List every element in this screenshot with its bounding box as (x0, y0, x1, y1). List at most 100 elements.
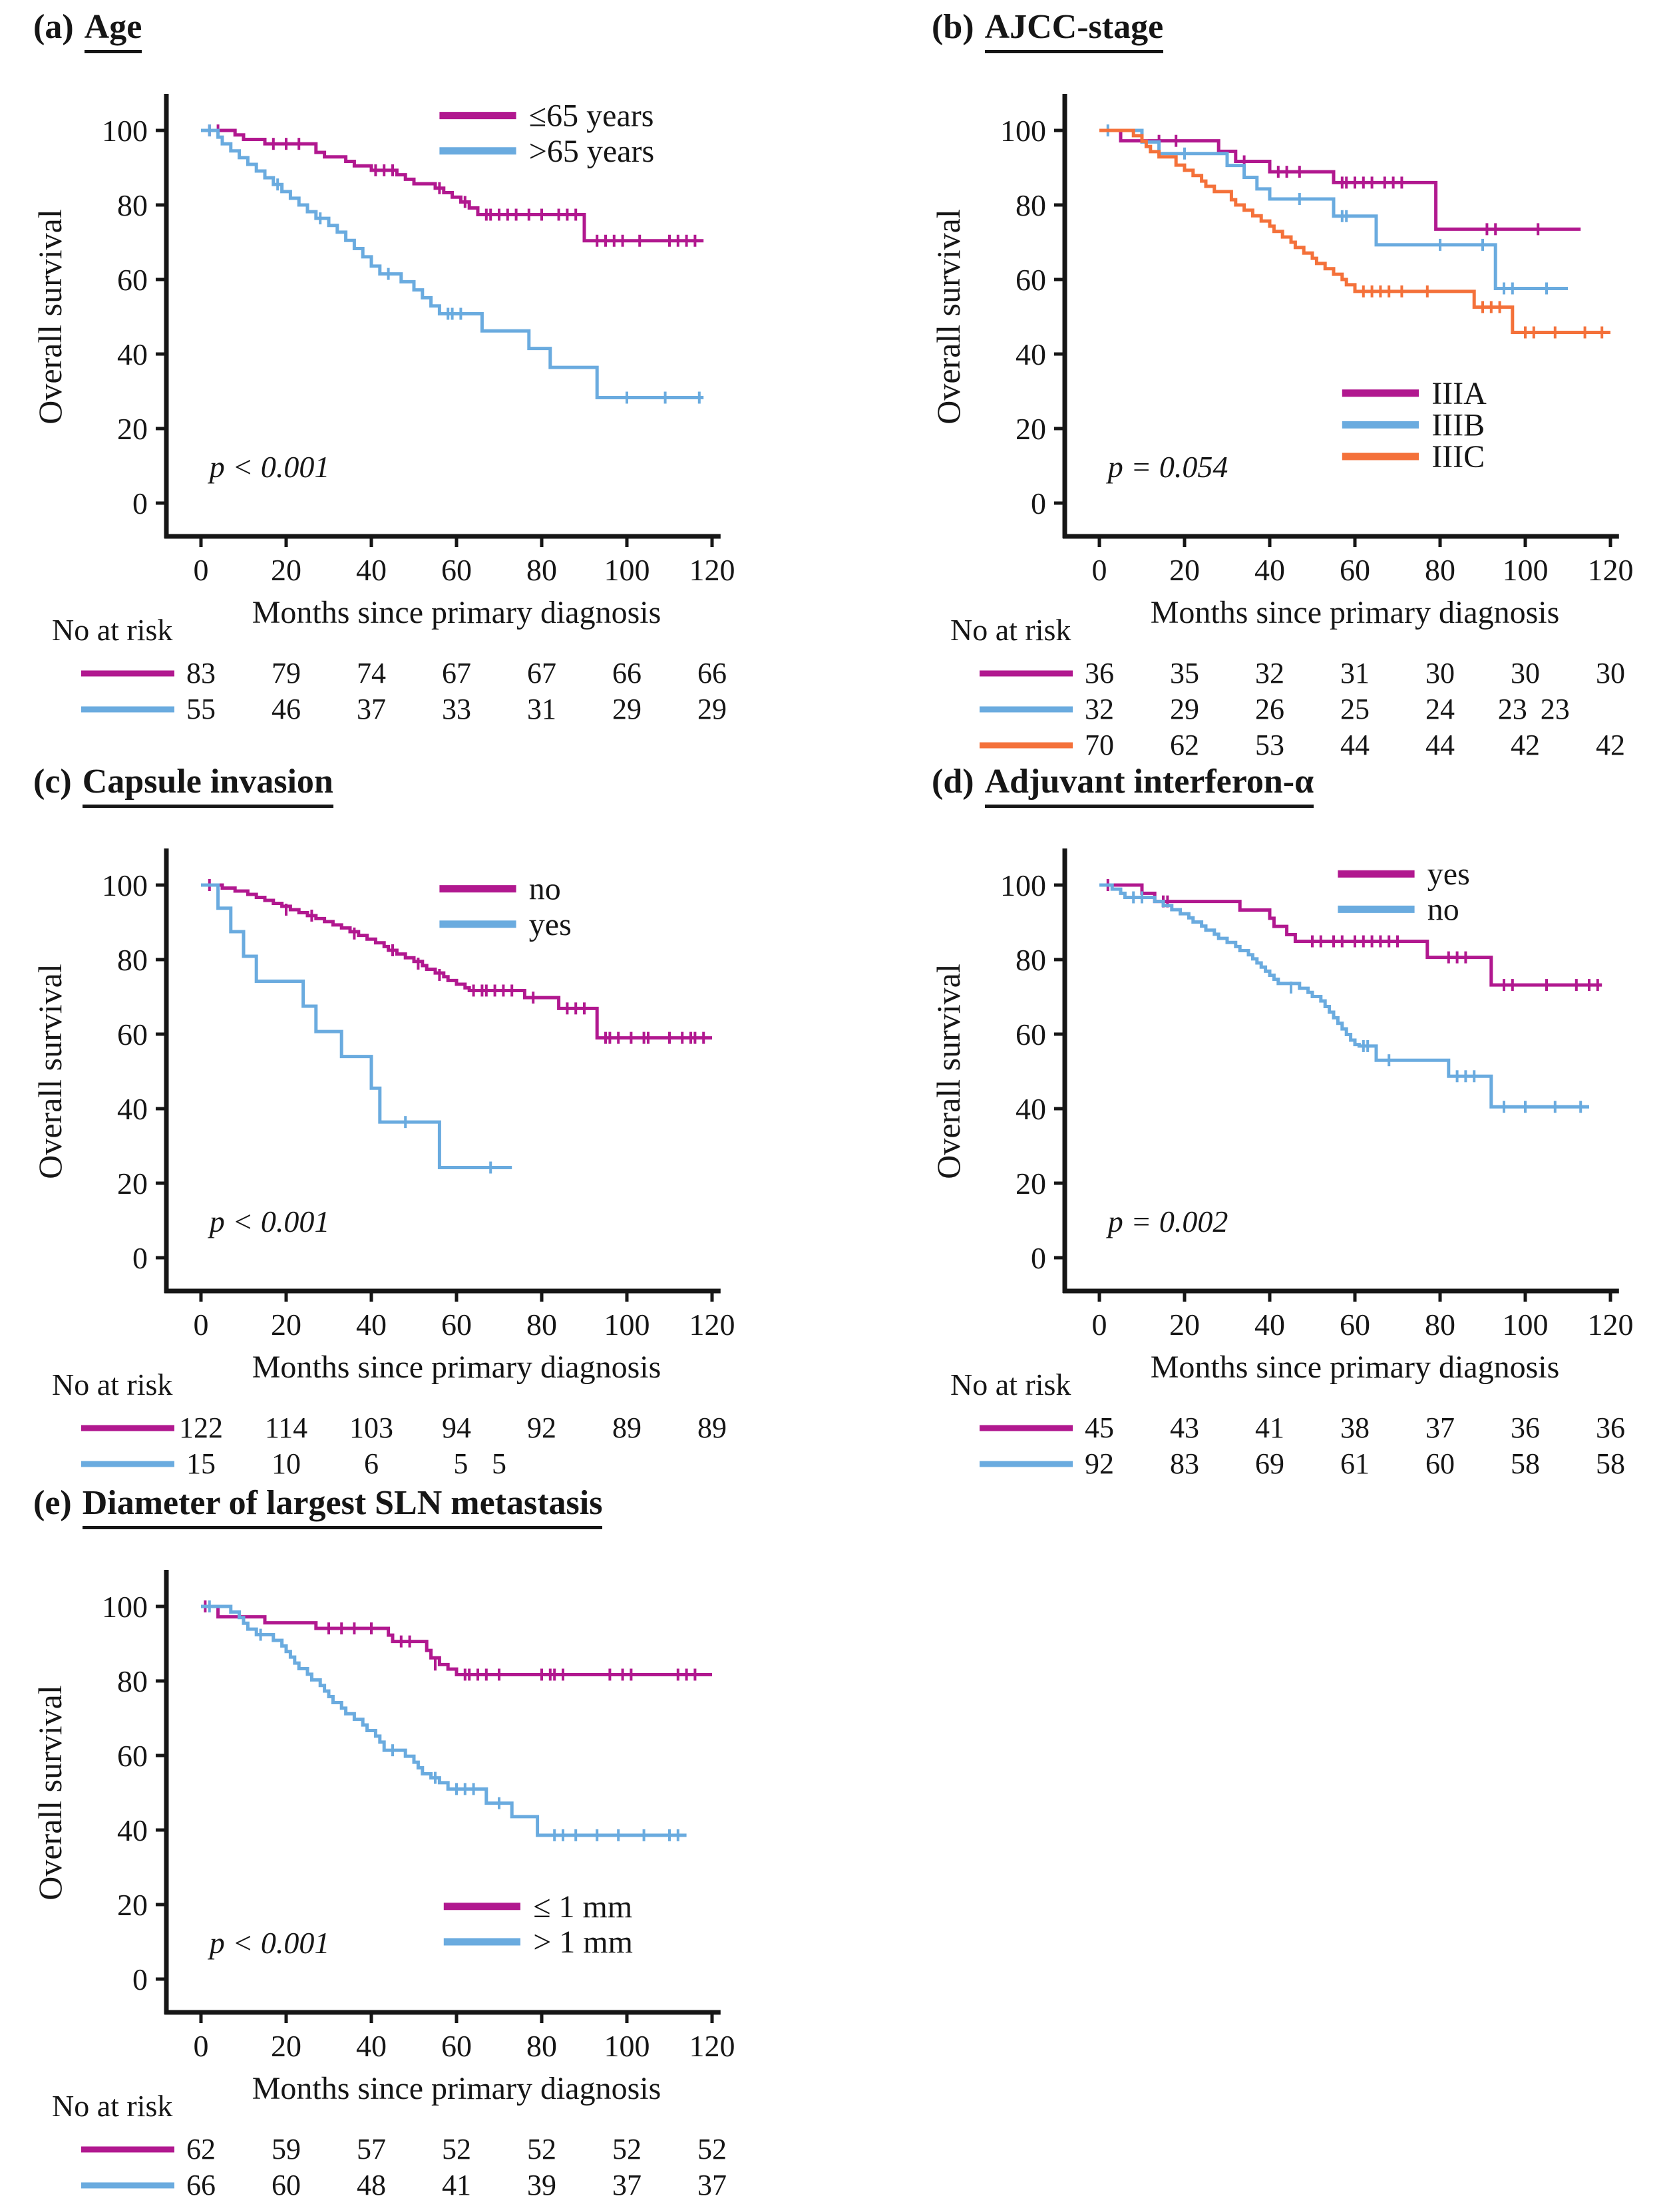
x-tick-label: 20 (1169, 553, 1200, 587)
risk-value: 6 (364, 1447, 379, 1480)
risk-value: 122 (179, 1411, 223, 1444)
km-curve (201, 883, 712, 1040)
x-tick-label: 80 (526, 553, 557, 587)
y-tick-label: 40 (1016, 337, 1046, 371)
y-tick-label: 80 (1016, 188, 1046, 222)
risk-value: 36 (1596, 1411, 1625, 1444)
risk-value: 15 (186, 1447, 216, 1480)
x-tick-label: 60 (441, 2029, 472, 2063)
y-tick-label: 20 (1016, 1167, 1046, 1200)
y-tick-label: 60 (117, 263, 148, 297)
x-tick-label: 0 (194, 2029, 209, 2063)
risk-table-header: No at risk (52, 2089, 172, 2123)
risk-value: 39 (527, 2169, 556, 2201)
risk-value: 37 (357, 693, 386, 725)
risk-value: 35 (1170, 657, 1199, 689)
legend-label: > 1 mm (533, 1925, 633, 1960)
y-tick-label: 100 (102, 114, 148, 148)
risk-value: 41 (1255, 1411, 1284, 1444)
risk-value: 60 (272, 2169, 301, 2201)
risk-value: 62 (1170, 729, 1199, 761)
p-value-label: p < 0.001 (208, 450, 330, 484)
risk-value: 83 (1170, 1447, 1199, 1480)
legend-label: IIIC (1431, 439, 1485, 474)
y-tick-label: 0 (132, 1962, 148, 1996)
km-plot-capsule-invasion: 0 20 40 60 80 100 0 20 40 60 80 100 120 Months since … (31, 848, 735, 1480)
panel-ajcc-stage: (b) AJCC-stage 0 20 40 60 80 100 0 20 40 60 80 100 1… (925, 8, 1677, 772)
legend-label: yes (1427, 856, 1470, 892)
risk-value: 10 (272, 1447, 301, 1480)
km-plot-sln-metastasis-diameter: 0 20 40 60 80 100 0 20 40 60 80 100 120 Months since … (31, 1570, 735, 2201)
x-axis-title: Months since primary diagnosis (252, 1350, 661, 1385)
x-tick-label: 0 (194, 553, 209, 587)
risk-value: 52 (527, 2133, 556, 2165)
risk-value: 67 (527, 657, 556, 689)
risk-value: 89 (612, 1411, 642, 1444)
panel-title: (a) Age (27, 8, 759, 64)
risk-value: 92 (1085, 1447, 1114, 1480)
x-tick-label: 120 (689, 553, 735, 587)
risk-value: 61 (1340, 1447, 1370, 1480)
x-tick-label: 100 (604, 1308, 650, 1342)
y-tick-label: 0 (132, 486, 148, 520)
y-tick-label: 100 (1000, 114, 1046, 148)
x-tick-label: 60 (1340, 1308, 1370, 1342)
y-tick-label: 80 (117, 943, 148, 977)
x-tick-label: 100 (1503, 1308, 1549, 1342)
y-tick-label: 0 (1031, 1241, 1046, 1275)
risk-value: 57 (357, 2133, 386, 2165)
y-tick-label: 20 (117, 1888, 148, 1922)
y-tick-label: 100 (1000, 868, 1046, 902)
panel-label: (c) (33, 763, 72, 801)
risk-value: 66 (612, 657, 642, 689)
risk-table-header: No at risk (950, 1368, 1071, 1401)
legend-label: IIIB (1431, 407, 1485, 443)
risk-value: 89 (697, 1411, 727, 1444)
risk-value: 66 (186, 2169, 216, 2201)
x-tick-label: 80 (1425, 553, 1455, 587)
risk-value: 103 (349, 1411, 393, 1444)
panel-age: (a) Age 0 20 40 60 80 100 0 20 40 60 80 100 120 Month… (27, 8, 759, 736)
y-axis-title: Overall survival (31, 209, 69, 425)
x-tick-label: 20 (271, 2029, 301, 2063)
risk-value: 37 (1425, 1411, 1455, 1444)
risk-value: 36 (1511, 1411, 1540, 1444)
legend-label: no (529, 872, 561, 907)
risk-value: 114 (265, 1411, 307, 1444)
x-tick-label: 0 (194, 1308, 209, 1342)
panel-title-text: Age (84, 8, 142, 54)
risk-value: 55 (186, 693, 216, 725)
x-tick-label: 40 (356, 1308, 387, 1342)
risk-value: 37 (612, 2169, 642, 2201)
risk-value: 29 (1170, 693, 1199, 725)
y-tick-label: 60 (1016, 263, 1046, 297)
x-tick-label: 100 (604, 553, 650, 587)
y-axis-title: Overall survival (31, 964, 69, 1179)
y-tick-label: 80 (1016, 943, 1046, 977)
x-tick-label: 40 (356, 2029, 387, 2063)
km-curve (201, 128, 704, 243)
km-curve (1099, 883, 1602, 987)
km-curve (1099, 128, 1568, 290)
risk-value: 37 (697, 2169, 727, 2201)
p-value-label: p = 0.002 (1106, 1204, 1228, 1238)
risk-value: 48 (357, 2169, 386, 2201)
panel-title: (c) Capsule invasion (27, 763, 759, 819)
risk-table-header: No at risk (52, 613, 172, 647)
y-tick-label: 40 (117, 1092, 148, 1126)
risk-value: 60 (1425, 1447, 1455, 1480)
risk-value: 30 (1511, 657, 1540, 689)
legend-label: yes (529, 907, 572, 942)
risk-value: 41 (442, 2169, 471, 2201)
risk-value: 52 (612, 2133, 642, 2165)
x-tick-label: 0 (1092, 553, 1107, 587)
risk-value: 43 (1170, 1411, 1199, 1444)
risk-value: 46 (272, 693, 301, 725)
risk-value: 5 (453, 1447, 468, 1480)
panel-title: (b) AJCC-stage (925, 8, 1677, 64)
x-axis-title: Months since primary diagnosis (252, 595, 661, 630)
panel-title: (d) Adjuvant interferon-α (925, 763, 1677, 819)
risk-value: 59 (272, 2133, 301, 2165)
panel-title-text: Capsule invasion (82, 763, 333, 809)
km-curve (1099, 128, 1581, 231)
